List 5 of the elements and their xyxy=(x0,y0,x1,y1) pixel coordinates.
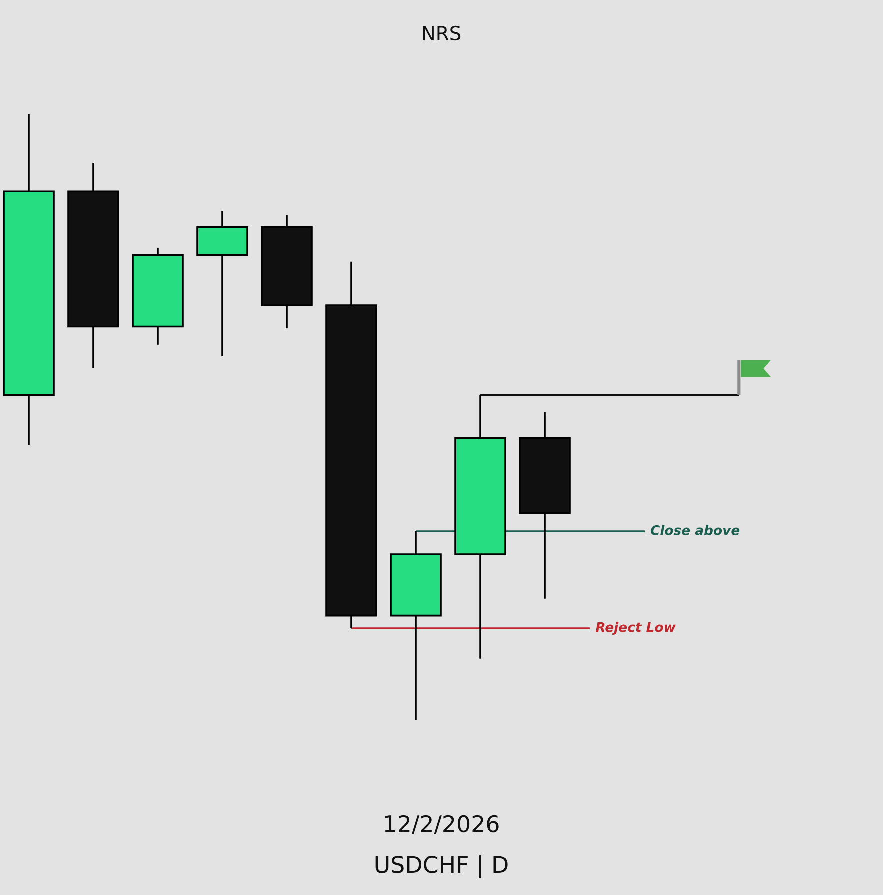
text: 12/2/2026 xyxy=(385,815,499,834)
ref-line-label: Close above xyxy=(650,525,740,536)
ref-line-label: Reject Low xyxy=(596,622,676,635)
text: USDCHF | D xyxy=(376,856,508,878)
chart-title: NRS xyxy=(423,26,461,41)
